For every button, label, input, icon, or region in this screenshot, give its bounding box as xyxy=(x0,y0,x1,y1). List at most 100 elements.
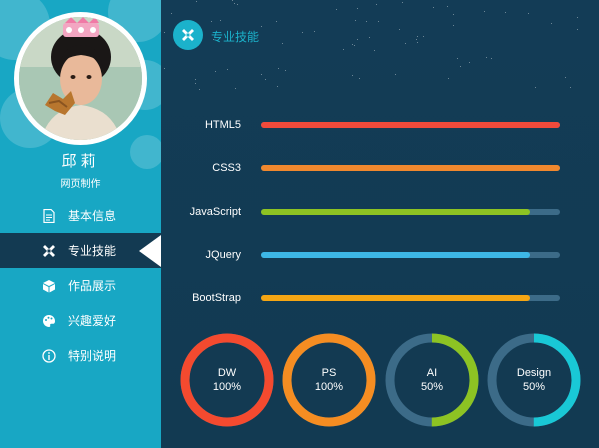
skill-track xyxy=(261,252,560,258)
star xyxy=(405,43,406,44)
star xyxy=(237,4,238,5)
sidebar: 邱莉 网页制作 基本信息 专业技能 xyxy=(0,0,161,448)
skill-label: HTML5 xyxy=(204,119,241,131)
ring-name: AI xyxy=(426,367,438,379)
ring-value: 100% xyxy=(314,381,344,393)
star xyxy=(486,57,487,58)
skill-row: HTML5 xyxy=(161,115,599,135)
nav-item-label: 专业技能 xyxy=(68,244,117,258)
star xyxy=(220,20,221,21)
star xyxy=(417,42,418,43)
skill-track xyxy=(261,209,560,215)
document-icon xyxy=(43,208,55,223)
star xyxy=(399,29,400,30)
skill-row: JavaScript xyxy=(161,202,599,222)
nav-item-label: 作品展示 xyxy=(68,279,117,293)
star xyxy=(195,79,196,80)
skill-ring: Design 50% xyxy=(486,332,582,428)
nav-menu: 基本信息 专业技能 作品展示 xyxy=(0,198,161,373)
skill-fill xyxy=(261,122,560,128)
star xyxy=(354,45,355,46)
palette-icon xyxy=(43,314,55,327)
nav-item-notes[interactable]: 特别说明 xyxy=(0,338,161,373)
skill-label: JQuery xyxy=(205,249,241,261)
star xyxy=(565,77,566,78)
star xyxy=(164,32,165,33)
star xyxy=(357,8,358,9)
ring-arc xyxy=(282,333,376,427)
tools-icon xyxy=(43,244,55,257)
ring-graphic xyxy=(180,333,274,427)
ring-text: PS 100% xyxy=(281,366,377,394)
skill-row: JQuery xyxy=(161,245,599,265)
star xyxy=(378,21,379,22)
star xyxy=(195,83,196,84)
star xyxy=(213,39,214,40)
star xyxy=(491,58,492,59)
star xyxy=(278,68,279,69)
ring-value: 100% xyxy=(212,381,242,393)
skill-fill xyxy=(261,252,531,258)
star xyxy=(234,3,235,4)
skill-track xyxy=(261,295,560,301)
star xyxy=(376,4,377,5)
ring-graphic xyxy=(487,333,581,427)
nav-item-hobbies[interactable]: 兴趣爱好 xyxy=(0,303,161,338)
star xyxy=(395,74,396,75)
star xyxy=(343,49,344,50)
nav-item-basic-info[interactable]: 基本信息 xyxy=(0,198,161,233)
skill-label: BootStrap xyxy=(192,292,241,304)
star xyxy=(457,58,458,59)
star xyxy=(277,86,278,87)
profile-name: 邱莉 xyxy=(61,152,100,170)
star xyxy=(369,37,370,38)
star xyxy=(577,17,578,18)
star xyxy=(460,66,461,67)
skill-label: JavaScript xyxy=(189,206,241,218)
skill-ring: PS 100% xyxy=(281,332,377,428)
star xyxy=(505,12,506,13)
ring-graphic xyxy=(385,333,479,427)
nav-item-skills[interactable]: 专业技能 xyxy=(0,233,161,268)
star xyxy=(416,39,417,40)
star xyxy=(352,75,353,76)
star xyxy=(484,11,485,12)
star xyxy=(535,87,536,88)
avatar-photo xyxy=(19,17,142,140)
profile-title: 网页制作 xyxy=(60,179,101,190)
star xyxy=(423,36,424,37)
nav-item-label: 特别说明 xyxy=(68,349,117,363)
nav-item-portfolio[interactable]: 作品展示 xyxy=(0,268,161,303)
avatar[interactable] xyxy=(14,12,147,145)
tools-icon xyxy=(182,29,194,41)
skill-track xyxy=(261,122,560,128)
skill-row: CSS3 xyxy=(161,158,599,178)
star xyxy=(359,78,360,79)
star xyxy=(265,79,266,80)
skill-label: CSS3 xyxy=(212,162,241,174)
star xyxy=(314,31,315,32)
star xyxy=(357,39,358,40)
skill-fill xyxy=(261,165,560,171)
ring-graphic xyxy=(282,333,376,427)
star xyxy=(302,32,303,33)
star xyxy=(433,7,434,8)
star xyxy=(374,50,375,51)
star xyxy=(276,21,277,22)
ring-arc xyxy=(487,333,581,427)
skill-ring: AI 50% xyxy=(384,332,480,428)
box-icon xyxy=(43,279,55,292)
skill-fill xyxy=(261,295,531,301)
star xyxy=(336,9,337,10)
skill-ring: DW 100% xyxy=(179,332,275,428)
active-indicator xyxy=(139,234,161,267)
star xyxy=(366,21,367,22)
nav-item-label: 基本信息 xyxy=(68,209,117,223)
info-icon xyxy=(42,348,56,363)
section-header-icon xyxy=(173,20,203,50)
star xyxy=(355,20,356,21)
star xyxy=(164,68,165,69)
star xyxy=(211,21,212,22)
skills-panel: 专业技能 HTML5 CSS3 JavaScript JQuery BootSt… xyxy=(161,0,599,448)
ring-text: AI 50% xyxy=(384,366,480,394)
